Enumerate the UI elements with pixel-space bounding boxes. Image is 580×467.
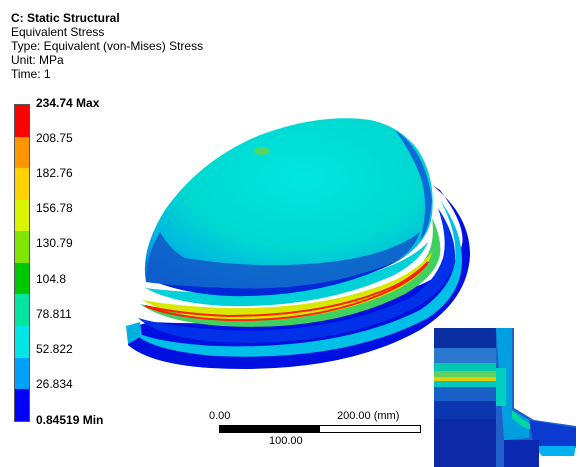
- flange-band-red: [144, 261, 429, 322]
- result-unit: Unit: MPa: [11, 53, 64, 67]
- result-header: C: Static Structural Equivalent Stress T…: [11, 11, 203, 81]
- scale-bar: 0.00 200.00 (mm) 100.00: [209, 410, 421, 448]
- legend-band: [15, 294, 29, 326]
- hot-spot-green: [254, 147, 270, 155]
- legend-level-label: 130.79: [36, 236, 73, 250]
- legend-level-label: 104.8: [36, 272, 67, 286]
- flange-band-cyan: [132, 200, 462, 357]
- color-legend[interactable]: [14, 104, 30, 422]
- legend-min-label: 0.84519 Min: [36, 413, 104, 427]
- legend-level-label: 208.75: [36, 131, 73, 145]
- dome-body: [144, 118, 433, 289]
- flange-outer: [128, 185, 470, 369]
- legend-band: [15, 326, 29, 358]
- scale-mid-label: 100.00: [269, 435, 303, 447]
- dome-blue-shade: [145, 232, 420, 289]
- legend-band: [15, 105, 29, 137]
- flange-band-blue: [138, 208, 456, 343]
- scale-segment-dark: [219, 425, 319, 433]
- legend-level-label: 52.822: [36, 342, 73, 356]
- scale-right-label: 200.00 (mm): [337, 410, 400, 422]
- legend-level-label: 78.811: [36, 307, 72, 321]
- legend-band: [15, 231, 29, 263]
- flange-lip: [126, 322, 142, 344]
- result-time: Time: 1: [11, 67, 51, 81]
- legend-band: [15, 168, 29, 200]
- dome-rim-blue: [395, 130, 432, 240]
- result-name: Equivalent Stress: [11, 25, 105, 39]
- inset-contour: [434, 328, 580, 467]
- legend-max-label: 234.74 Max: [36, 96, 100, 110]
- legend-level-label: 26.834: [36, 377, 73, 391]
- analysis-title: C: Static Structural: [11, 11, 120, 25]
- legend-level-label: 182.76: [36, 166, 73, 180]
- result-type: Type: Equivalent (von-Mises) Stress: [11, 39, 204, 53]
- legend-band: [15, 200, 29, 231]
- legend-band: [15, 263, 29, 294]
- legend-band: [15, 358, 29, 389]
- legend-level-label: 156.78: [36, 201, 73, 215]
- scale-left-label: 0.00: [209, 410, 231, 422]
- legend-band: [15, 137, 29, 168]
- scale-segment-light: [319, 425, 421, 433]
- detail-inset-view[interactable]: [434, 328, 580, 467]
- legend-band: [15, 389, 29, 421]
